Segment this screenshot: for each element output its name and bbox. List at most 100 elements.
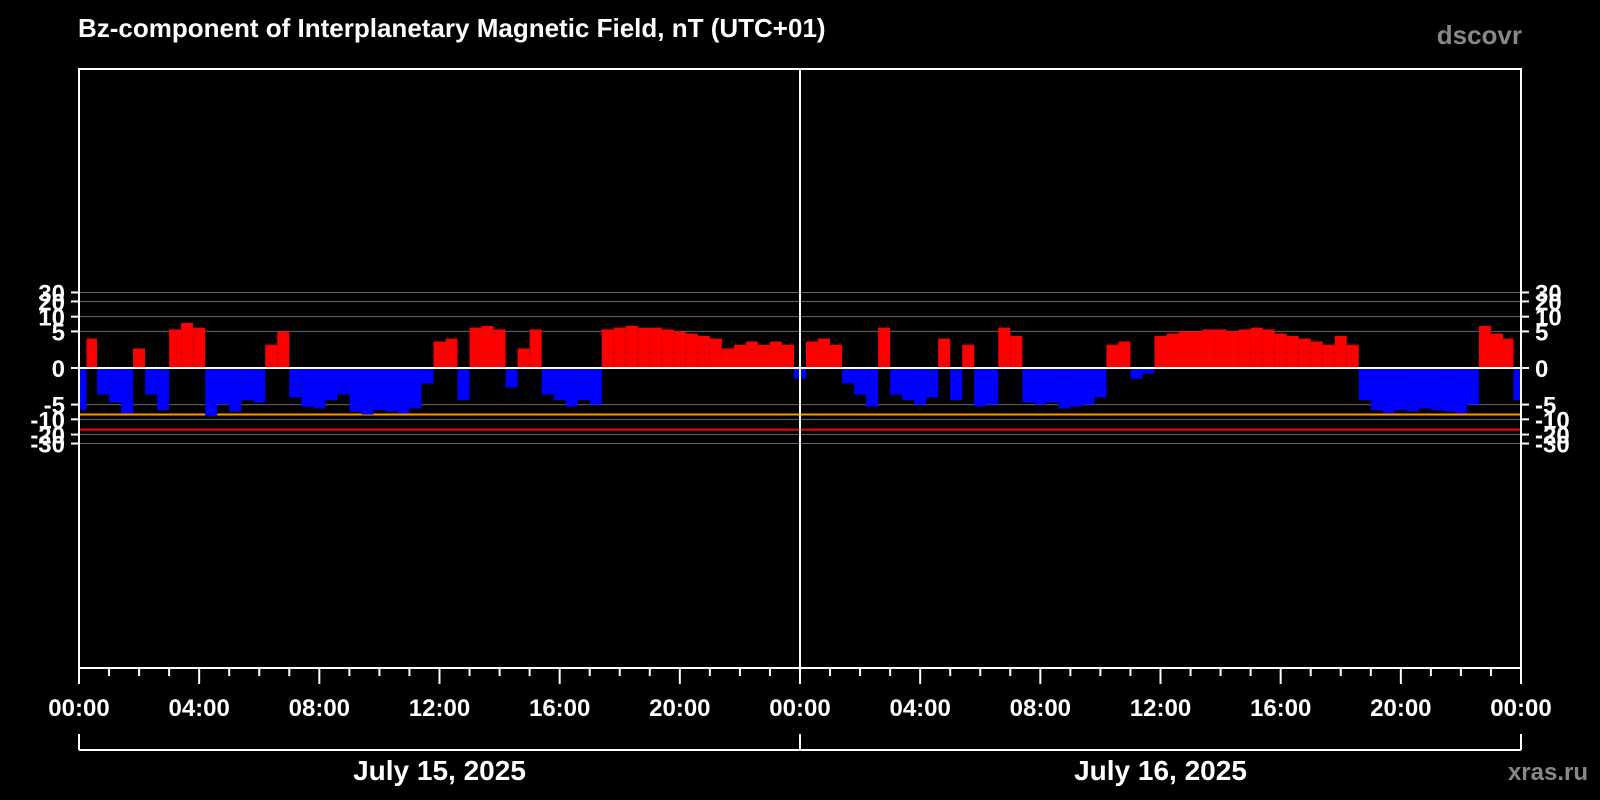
- bz-bar: [1286, 335, 1299, 368]
- bz-bar: [565, 368, 578, 407]
- bz-bar: [157, 368, 170, 411]
- bz-bar: [830, 344, 843, 368]
- bz-bar: [902, 368, 915, 401]
- x-tick-label: 20:00: [649, 695, 710, 722]
- bz-bar: [757, 344, 770, 368]
- x-tick-label: 20:00: [1370, 695, 1431, 722]
- bz-bar: [493, 329, 506, 368]
- bz-bar: [661, 329, 674, 368]
- bz-bar: [1226, 331, 1239, 368]
- bz-bar: [1190, 331, 1203, 368]
- y-tick-label-left: 30: [38, 280, 65, 307]
- bz-bar: [313, 368, 326, 409]
- bz-bar: [121, 368, 134, 414]
- bz-bar: [517, 348, 530, 368]
- bz-bar: [1346, 344, 1359, 368]
- bz-bar: [241, 368, 254, 401]
- bz-bar: [938, 338, 951, 368]
- bz-bar: [745, 341, 758, 368]
- source-label: dscovr: [1437, 20, 1522, 50]
- bz-bar: [1502, 338, 1514, 368]
- bz-bar: [1442, 368, 1455, 412]
- bz-bar: [1454, 368, 1467, 414]
- bz-bar: [866, 368, 879, 407]
- bz-bar: [721, 348, 734, 368]
- bz-bar: [818, 338, 831, 368]
- y-tick-label-right: -10: [1535, 407, 1570, 434]
- bz-bar: [613, 327, 626, 368]
- x-tick-label: 08:00: [1010, 695, 1071, 722]
- bz-bar: [86, 338, 98, 368]
- bz-bar: [1513, 368, 1521, 401]
- bz-bar: [1094, 368, 1107, 398]
- bz-bar: [433, 341, 446, 368]
- y-tick-label-right: 30: [1535, 280, 1562, 307]
- bz-bar: [950, 368, 963, 401]
- bz-bar: [1394, 368, 1407, 411]
- bz-bar: [445, 338, 458, 368]
- x-tick-label: 16:00: [1250, 695, 1311, 722]
- bz-bar: [1106, 344, 1119, 368]
- x-tick-label: 12:00: [409, 695, 470, 722]
- bz-bar: [986, 368, 999, 405]
- bz-bar: [1022, 368, 1035, 403]
- bz-bar: [890, 368, 903, 395]
- bz-bar: [1430, 368, 1443, 411]
- bz-bar: [781, 344, 794, 368]
- bz-bar: [697, 335, 710, 368]
- y-tick-label-right: 10: [1535, 305, 1562, 332]
- bz-bar: [1334, 335, 1347, 368]
- bz-bar: [181, 322, 194, 368]
- bz-bar: [1118, 341, 1131, 368]
- bz-bar: [974, 368, 987, 407]
- y-tick-label-right: 5: [1535, 319, 1548, 346]
- bz-bar: [1382, 368, 1395, 414]
- bz-bar: [1250, 327, 1263, 368]
- x-tick-label: 12:00: [1130, 695, 1191, 722]
- bz-bar: [253, 368, 266, 403]
- bz-bar: [1310, 341, 1323, 368]
- bz-bar: [854, 368, 867, 395]
- x-tick-label: 04:00: [889, 695, 950, 722]
- date-axis: July 15, 2025 July 16, 2025: [78, 734, 1522, 786]
- chart-title: Bz-component of Interplanetary Magnetic …: [78, 13, 826, 43]
- bz-bar: [1130, 368, 1143, 379]
- bz-bar: [217, 368, 230, 405]
- bz-bar: [673, 331, 686, 368]
- bz-bar: [133, 348, 146, 368]
- bz-bar: [1070, 368, 1083, 407]
- bz-bar: [926, 368, 939, 398]
- bz-bar: [1010, 335, 1023, 368]
- bz-bar: [637, 327, 650, 368]
- bz-bar: [769, 341, 782, 368]
- y-tick-label-left: -10: [30, 407, 65, 434]
- y-tick-label-right: 0: [1535, 356, 1548, 383]
- bz-bar: [1358, 368, 1371, 401]
- bz-bar: [1478, 325, 1491, 368]
- bz-bar: [301, 368, 314, 407]
- bz-bar: [1466, 368, 1479, 405]
- bz-bar: [265, 344, 278, 368]
- bz-bar: [806, 341, 819, 368]
- bz-bar: [1490, 333, 1503, 368]
- bz-bar: [577, 368, 590, 401]
- bz-bar: [385, 368, 398, 412]
- bz-bar: [1406, 368, 1419, 412]
- y-tick-label-left: -30: [30, 432, 65, 459]
- y-tick-label-left: -5: [44, 393, 65, 420]
- bz-bar: [1034, 368, 1047, 405]
- bz-bar: [1274, 333, 1287, 368]
- bz-bar: [878, 327, 891, 368]
- bz-bars: [79, 322, 1521, 416]
- bz-bar: [625, 325, 638, 368]
- bz-bar: [1298, 338, 1311, 368]
- bz-bar: [97, 368, 110, 395]
- bz-bar: [962, 344, 975, 368]
- date-label: July 15, 2025: [353, 755, 526, 786]
- x-tick-label: 00:00: [1490, 695, 1551, 722]
- bz-bar: [349, 368, 362, 412]
- bz-bar: [457, 368, 470, 401]
- bz-bar: [193, 327, 206, 368]
- x-tick-label: 04:00: [168, 695, 229, 722]
- bz-bar: [421, 368, 434, 384]
